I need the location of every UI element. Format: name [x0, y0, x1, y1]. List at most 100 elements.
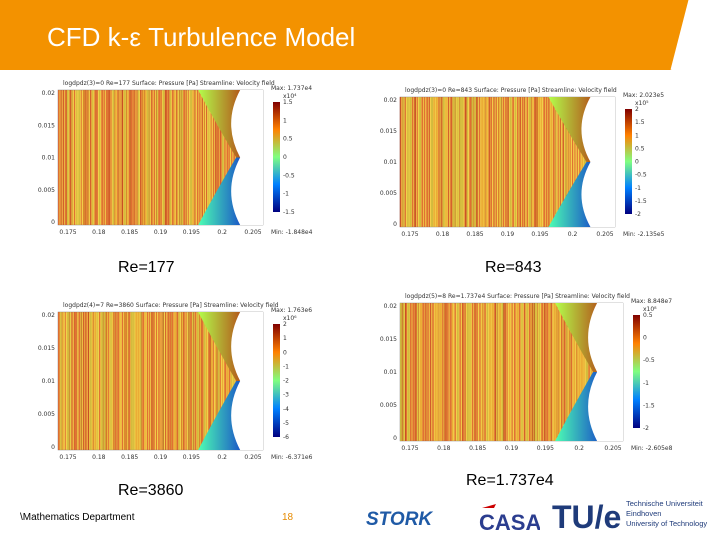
- colorbar-tick-label: 2: [283, 321, 287, 328]
- colorbar-tick-label: 0.5: [643, 312, 653, 319]
- colorbar-tick-label: -5: [283, 420, 289, 427]
- colorbar-tick-label: -4: [283, 406, 289, 413]
- x-tick-label: 0.19: [154, 454, 168, 461]
- pressure-field: [400, 303, 623, 441]
- colorbar-tick-label: -1: [643, 380, 649, 387]
- page-number: 18: [282, 512, 294, 523]
- tue-name-line-2: Eindhoven: [626, 509, 661, 518]
- min-label: Min: -2.605e8: [631, 445, 673, 452]
- x-tick-label: 0.19: [505, 445, 519, 452]
- tue-logo: TU/e Technische Universiteit Eindhoven U…: [552, 496, 717, 541]
- stork-logo-graphic: STORK: [366, 509, 433, 530]
- scale-label: x10⁴: [283, 93, 297, 100]
- x-tick-label: 0.195: [183, 229, 200, 236]
- plot-panel-re177: logdpdz(3)=0 Re=177 Surface: Pressure [P…: [28, 75, 328, 250]
- x-tick-label: 0.195: [531, 231, 548, 238]
- colorbar-tick-label: -2: [283, 378, 289, 385]
- header-bar: CFD k-ε Turbulence Model: [0, 0, 720, 70]
- tue-logo-graphic: TU/e Technische Universiteit Eindhoven U…: [552, 499, 707, 535]
- y-tick-label: 0.015: [380, 128, 397, 135]
- plot-title: logdpdz(4)=7 Re=3860 Surface: Pressure […: [63, 302, 279, 309]
- colorbar-tick-label: -1: [283, 363, 289, 370]
- colorbar-tick-label: 0: [643, 335, 647, 342]
- colorbar-tick-label: -6: [283, 434, 289, 441]
- x-tick-label: 0.18: [437, 445, 451, 452]
- colorbar-tick-label: 1: [283, 117, 287, 124]
- x-tick-label: 0.185: [469, 445, 486, 452]
- colorbar: [273, 102, 280, 212]
- colorbar-tick-label: 0.5: [635, 145, 645, 152]
- tue-name-line-1: Technische Universiteit: [626, 499, 704, 508]
- tue-name-line-3: University of Technology: [626, 519, 707, 528]
- scale-label: x10⁶: [283, 315, 297, 322]
- caption-re3860: Re=3860: [118, 482, 184, 499]
- y-tick-label: 0.01: [384, 159, 398, 166]
- y-tick-label: 0.01: [42, 378, 56, 385]
- colorbar-tick-label: 0.5: [283, 136, 293, 143]
- y-tick-label: 0.015: [38, 345, 55, 352]
- pressure-field: [58, 312, 263, 450]
- colorbar: [633, 315, 640, 428]
- x-tick-label: 0.2: [568, 231, 578, 238]
- caption-re17370: Re=1.737e4: [466, 472, 554, 489]
- casa-logo: CASA: [478, 498, 541, 539]
- x-tick-label: 0.205: [604, 445, 621, 452]
- min-label: Min: -1.848e4: [271, 229, 313, 236]
- min-label: Min: -2.135e5: [623, 231, 665, 238]
- y-tick-label: 0: [393, 221, 397, 228]
- colorbar-tick-label: -1: [283, 191, 289, 198]
- x-tick-label: 0.185: [121, 229, 138, 236]
- colorbar-tick-label: 0: [283, 349, 287, 356]
- x-tick-label: 0.185: [121, 454, 138, 461]
- x-tick-label: 0.19: [154, 229, 168, 236]
- max-label: Max: 8.848e7: [631, 298, 672, 305]
- casa-logo-graphic: CASA: [478, 504, 541, 535]
- x-tick-label: 0.175: [401, 231, 418, 238]
- colorbar-tick-label: -0.5: [283, 172, 295, 179]
- colorbar: [273, 324, 280, 437]
- y-tick-label: 0: [51, 444, 55, 451]
- x-tick-label: 0.2: [217, 454, 227, 461]
- stork-logo: STORK: [366, 506, 466, 535]
- stork-logo-text: STORK: [366, 509, 433, 530]
- colorbar-tick-label: -2: [643, 425, 649, 432]
- y-tick-label: 0.005: [380, 402, 397, 409]
- colorbar-tick-label: 0: [283, 154, 287, 161]
- colorbar-tick-label: -1.5: [643, 402, 655, 409]
- colorbar-tick-label: -0.5: [643, 357, 655, 364]
- colorbar-tick-label: 0: [635, 159, 639, 166]
- x-tick-label: 0.205: [244, 454, 261, 461]
- y-tick-label: 0.01: [42, 155, 56, 162]
- colorbar-tick-label: -1.5: [283, 209, 295, 216]
- plot-panel-re3860: logdpdz(4)=7 Re=3860 Surface: Pressure […: [28, 297, 328, 475]
- casa-logo-text: CASA: [479, 510, 540, 534]
- x-tick-label: 0.185: [466, 231, 483, 238]
- header-background: [0, 0, 720, 70]
- colorbar-tick-label: -1.5: [635, 198, 647, 205]
- plot-title: logdpdz(5)=8 Re=1.737e4 Surface: Pressur…: [405, 293, 630, 300]
- pressure-field: [58, 90, 263, 225]
- tue-logo-text: TU/e: [552, 499, 621, 535]
- plot-panel-re17370: logdpdz(5)=8 Re=1.737e4 Surface: Pressur…: [370, 288, 688, 466]
- y-tick-label: 0.015: [380, 336, 397, 343]
- pressure-plot: logdpdz(4)=7 Re=3860 Surface: Pressure […: [38, 302, 313, 461]
- y-tick-label: 0.005: [380, 190, 397, 197]
- pressure-plot: logdpdz(3)=0 Re=177 Surface: Pressure [P…: [38, 80, 313, 236]
- caption-re843: Re=843: [485, 259, 542, 276]
- plot-title: logdpdz(3)=0 Re=843 Surface: Pressure [P…: [405, 87, 617, 94]
- pressure-field: [399, 97, 615, 227]
- footer-department: \Mathematics Department: [20, 512, 135, 523]
- x-tick-label: 0.175: [59, 454, 76, 461]
- caption-re177: Re=177: [118, 259, 175, 276]
- x-tick-label: 0.2: [217, 229, 227, 236]
- y-tick-label: 0.005: [38, 411, 55, 418]
- x-tick-label: 0.175: [401, 445, 418, 452]
- y-tick-label: 0.015: [38, 122, 55, 129]
- colorbar-tick-label: 1.5: [635, 119, 645, 126]
- y-tick-label: 0.02: [42, 90, 56, 97]
- x-tick-label: 0.205: [596, 231, 613, 238]
- min-label: Min: -6.371e6: [271, 454, 313, 461]
- colorbar-tick-label: -0.5: [635, 172, 647, 179]
- y-tick-label: 0.01: [384, 369, 398, 376]
- x-tick-label: 0.18: [436, 231, 450, 238]
